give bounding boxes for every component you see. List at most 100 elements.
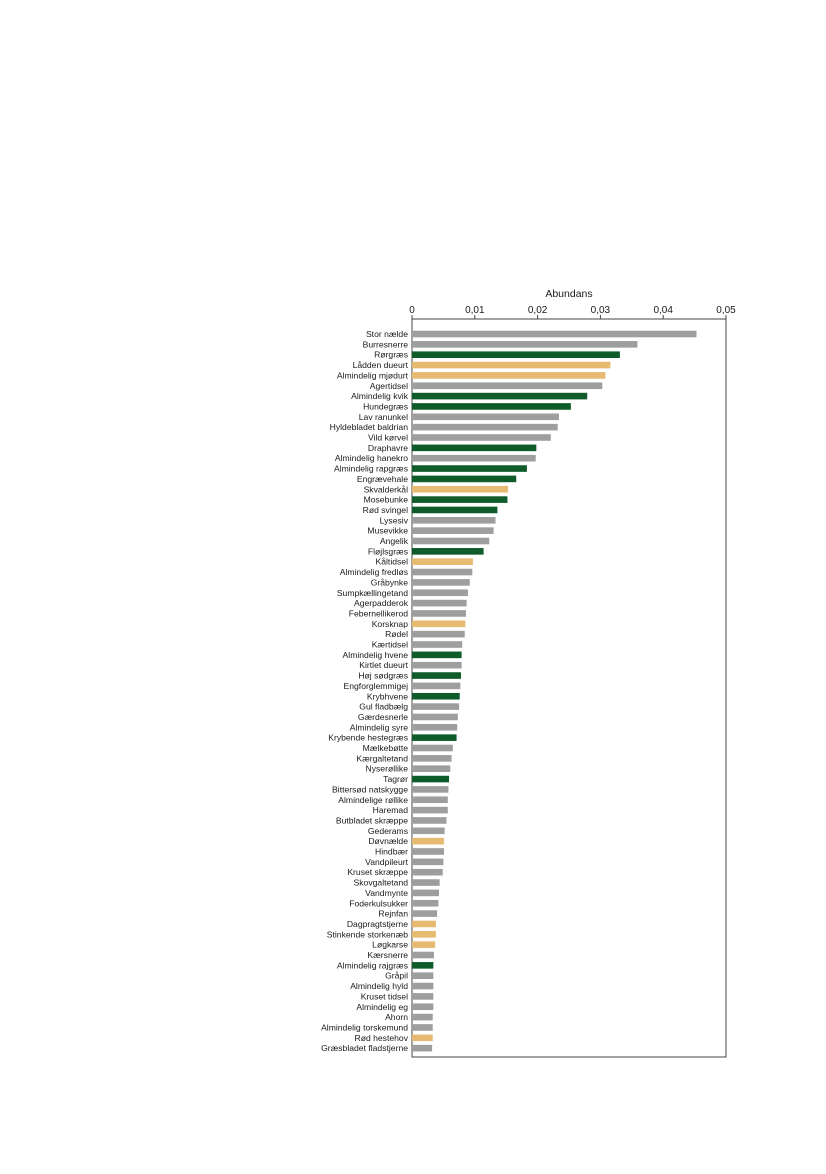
x-tick-label: 0,04 xyxy=(653,305,673,316)
bar xyxy=(412,641,463,648)
category-label: Vild kørvel xyxy=(368,433,408,443)
category-label: Døvnælde xyxy=(368,836,408,846)
bar xyxy=(412,361,611,369)
bar xyxy=(412,837,445,845)
bar xyxy=(412,765,451,772)
category-label: Lav ranunkel xyxy=(359,412,408,422)
bar xyxy=(412,806,448,814)
bar xyxy=(412,372,606,379)
bar xyxy=(412,713,458,721)
category-label: Kåltidsel xyxy=(376,557,409,567)
bar xyxy=(412,568,473,576)
bar xyxy=(412,672,461,679)
category-label: Almindelig hyld xyxy=(350,981,408,991)
bar xyxy=(412,951,434,959)
bar xyxy=(412,786,449,793)
category-label: Gråpil xyxy=(385,971,408,981)
bar xyxy=(412,941,436,948)
category-label: Krybende hestegræs xyxy=(328,733,408,743)
x-axis-title: Abundans xyxy=(545,288,592,300)
category-label: Haremad xyxy=(373,805,409,815)
bar-series xyxy=(412,330,697,1052)
category-label: Skovgaltetand xyxy=(354,878,409,888)
category-label: Kruset tidsel xyxy=(361,991,408,1001)
category-label: Kærtidsel xyxy=(372,640,408,650)
bar xyxy=(412,899,439,907)
bar xyxy=(412,527,494,534)
bar xyxy=(412,496,508,503)
category-label: Bittersød natskygge xyxy=(332,784,408,794)
category-label: Foderkulsukker xyxy=(349,898,408,908)
category-label: Hundegræs xyxy=(363,401,408,411)
x-tick-label: 0,01 xyxy=(465,305,485,316)
category-label: Kruset skræppe xyxy=(347,867,408,877)
category-label: Agertidsel xyxy=(370,381,408,391)
bar xyxy=(412,506,498,514)
bar xyxy=(412,548,484,555)
bar xyxy=(412,931,436,938)
category-label: Rejnfan xyxy=(378,909,408,919)
bar xyxy=(412,465,527,472)
category-label: Rød hestehov xyxy=(354,1033,408,1043)
x-axis-ticks: 0 0,01 0,02 0,03 0,04 0,05 xyxy=(409,305,736,319)
category-label: Burresnerre xyxy=(363,339,409,349)
category-label: Rørgræs xyxy=(374,350,408,360)
bar xyxy=(412,620,466,628)
bar xyxy=(412,724,458,731)
x-tick-label: 0,05 xyxy=(716,305,736,316)
category-label: Sumpkællingetand xyxy=(337,588,408,598)
bar xyxy=(412,579,470,586)
category-label: Almindelig kvik xyxy=(351,391,409,401)
category-label: Kærgaltetand xyxy=(356,753,408,763)
bar xyxy=(412,920,436,928)
bar xyxy=(412,475,517,483)
category-label: Agerpadderok xyxy=(354,598,409,608)
bar xyxy=(412,796,448,804)
bar xyxy=(412,403,571,410)
category-label: Rødel xyxy=(385,629,408,639)
category-label: Almindelig syre xyxy=(350,722,408,732)
bar xyxy=(412,692,460,700)
bar xyxy=(412,330,697,338)
category-label: Gederams xyxy=(368,826,408,836)
category-label: Kærsnerre xyxy=(367,950,408,960)
bar xyxy=(412,982,434,990)
x-tick-label: 0 xyxy=(409,305,415,316)
category-label: Febernellikerod xyxy=(349,608,408,618)
bar xyxy=(412,630,465,638)
x-tick-label: 0,02 xyxy=(528,305,548,316)
bar xyxy=(412,1003,434,1011)
category-label: Draphavre xyxy=(368,443,408,453)
category-label: Stinkende storkenæb xyxy=(327,929,408,939)
bar xyxy=(412,962,434,969)
bar xyxy=(412,485,509,493)
category-label: Almindelig eg xyxy=(356,1002,408,1012)
category-label: Skvalderkål xyxy=(364,484,409,494)
category-label: Høj sødgræs xyxy=(358,671,408,681)
bar xyxy=(412,993,434,1000)
bar xyxy=(412,1024,433,1031)
bar xyxy=(412,889,440,897)
category-label: Engforglemmigej xyxy=(344,681,409,691)
bar xyxy=(412,858,444,866)
bar xyxy=(412,537,490,545)
bar xyxy=(412,744,453,752)
bar xyxy=(412,879,440,886)
category-label: Gråbynke xyxy=(371,577,408,587)
category-label: Almindelige røllike xyxy=(338,795,408,805)
category-label: Fløjlsgræs xyxy=(368,546,408,556)
category-label: Mælkebøtte xyxy=(363,743,409,753)
category-label: Almindelig torskemund xyxy=(321,1022,408,1032)
bar xyxy=(412,589,468,597)
bar xyxy=(412,1034,433,1042)
category-label: Vandmynte xyxy=(365,888,408,898)
category-label: Lådden dueurt xyxy=(353,360,409,370)
category-label: Engrævehale xyxy=(357,474,408,484)
category-label: Gærdesnerle xyxy=(358,712,408,722)
bar xyxy=(412,651,462,659)
bar xyxy=(412,682,461,690)
bar xyxy=(412,392,588,400)
category-label: Stor nælde xyxy=(366,329,408,339)
